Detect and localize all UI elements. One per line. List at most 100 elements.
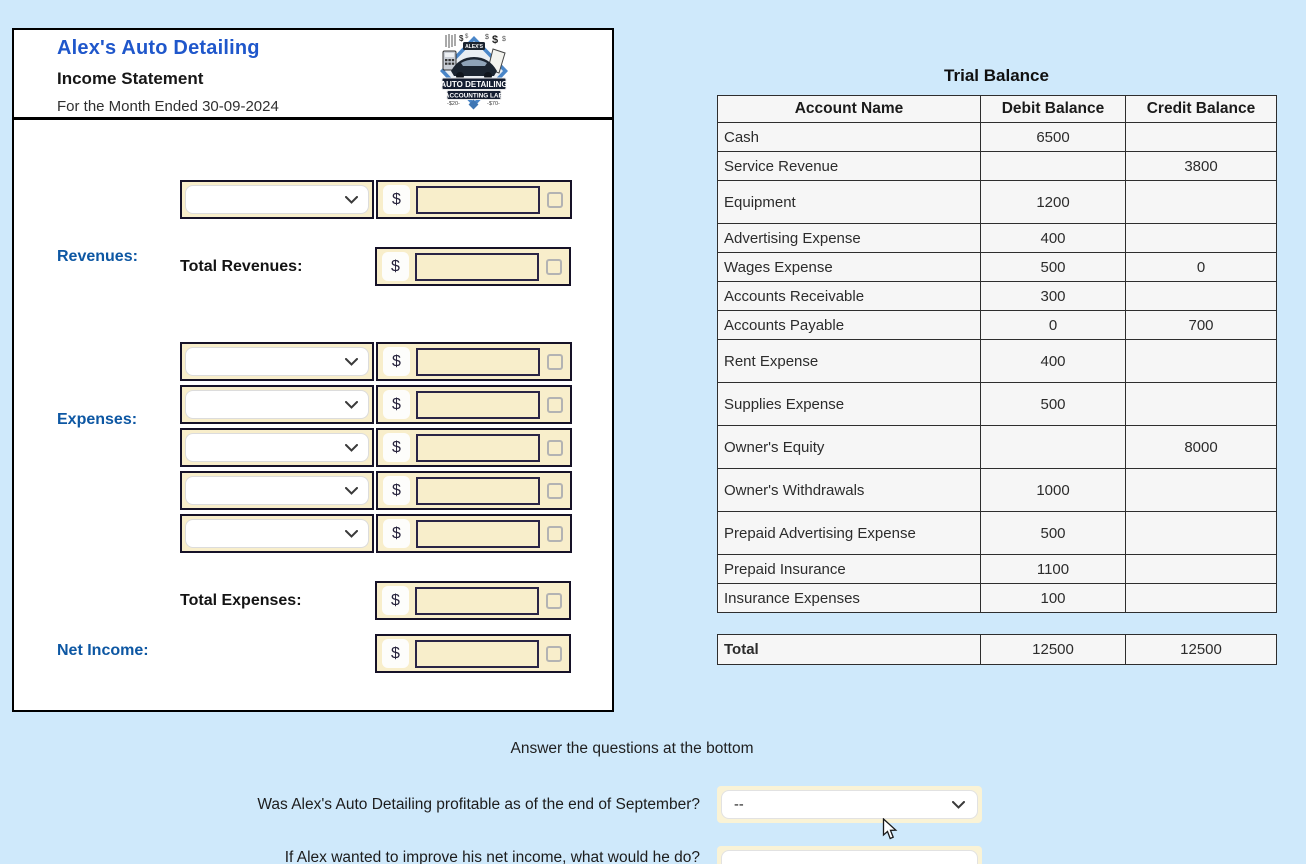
table-row: Service Revenue 3800 — [717, 151, 1277, 181]
income-statement-header: Alex's Auto Detailing Income Statement F… — [14, 30, 612, 120]
total-expenses-check-checkbox[interactable] — [546, 592, 562, 609]
trial-balance-total-table: Total 12500 12500 — [717, 634, 1277, 665]
chevron-down-icon — [345, 529, 358, 538]
net-income-label: Net Income: — [57, 642, 149, 659]
dollar-sign-label: $ — [383, 390, 410, 419]
expense-entry-row: $ — [180, 428, 572, 467]
expense-amount-input[interactable] — [416, 390, 540, 419]
expense-amount-input[interactable] — [416, 476, 540, 505]
total-expenses-row: $ — [375, 581, 571, 620]
trial-balance-title: Trial Balance — [944, 66, 1049, 85]
account-cell: Equipment — [717, 180, 981, 224]
logo-top-label: ALEX'S — [465, 44, 484, 50]
logo-banner-1: AUTO DETAILING — [440, 80, 507, 89]
expense-entry-row: $ — [180, 471, 572, 510]
total-expenses-label: Total Expenses: — [180, 592, 302, 609]
table-row: Insurance Expenses 100 — [717, 583, 1277, 613]
net-income-check-checkbox[interactable] — [546, 645, 562, 662]
total-revenues-label: Total Revenues: — [180, 258, 303, 275]
credit-cell — [1125, 180, 1277, 224]
table-row: Advertising Expense 400 — [717, 223, 1277, 253]
chevron-down-icon — [952, 800, 965, 809]
credit-cell — [1125, 281, 1277, 311]
trial-balance-body: Cash 6500 Service Revenue 3800 Equipment 1200… — [717, 122, 1277, 613]
account-cell: Accounts Receivable — [717, 281, 981, 311]
question-1-label: Was Alex's Auto Detailing profitable as … — [257, 796, 700, 813]
account-cell: Prepaid Advertising Expense — [717, 511, 981, 555]
chevron-down-icon — [345, 195, 358, 204]
expense-account-select[interactable] — [185, 390, 369, 419]
total-expenses-input[interactable] — [415, 586, 539, 615]
expense-entry-row: $ — [180, 514, 572, 553]
logo-banner-2: ACCOUNTING LAB — [445, 93, 504, 100]
revenue-amount-input[interactable] — [416, 185, 540, 214]
auto-detailing-logo-icon: $ $ $ $ $ ALEX'S — [440, 34, 508, 110]
expense-amount-box: $ — [376, 385, 572, 424]
table-row: Prepaid Advertising Expense 500 — [717, 511, 1277, 555]
table-row: Prepaid Insurance 1100 — [717, 554, 1277, 584]
trial-balance-table: Account Name Debit Balance Credit Balanc… — [717, 95, 1277, 613]
expense-check-checkbox[interactable] — [547, 396, 563, 413]
table-row: Owner's Withdrawals 1000 — [717, 468, 1277, 512]
debit-cell: 300 — [980, 281, 1126, 311]
expense-account-select[interactable] — [185, 519, 369, 548]
debit-cell: 500 — [980, 252, 1126, 282]
total-revenues-check-checkbox[interactable] — [546, 258, 562, 275]
question-1-select[interactable]: -- — [721, 790, 978, 819]
expense-check-checkbox[interactable] — [547, 482, 563, 499]
expense-account-select[interactable] — [185, 433, 369, 462]
expense-account-select[interactable] — [185, 476, 369, 505]
expense-check-checkbox[interactable] — [547, 439, 563, 456]
revenue-select-box — [180, 180, 374, 219]
net-income-input[interactable] — [415, 639, 539, 668]
expense-entry-row: $ — [180, 385, 572, 424]
expense-amount-box: $ — [376, 514, 572, 553]
expense-check-checkbox[interactable] — [547, 525, 563, 542]
credit-cell — [1125, 339, 1277, 383]
dollar-sign-label: $ — [382, 586, 409, 615]
svg-text:$: $ — [485, 34, 489, 41]
expense-check-checkbox[interactable] — [547, 353, 563, 370]
debit-cell: 500 — [980, 382, 1126, 426]
credit-cell — [1125, 583, 1277, 613]
header-credit-balance: Credit Balance — [1125, 95, 1277, 123]
net-income-amount-box: $ — [375, 634, 571, 673]
credit-cell — [1125, 382, 1277, 426]
total-revenues-input[interactable] — [415, 252, 539, 281]
expense-amount-input[interactable] — [416, 519, 540, 548]
expense-select-box — [180, 428, 374, 467]
account-cell: Owner's Equity — [717, 425, 981, 469]
company-logo: $ $ $ $ $ ALEX'S — [437, 31, 511, 111]
expense-amount-box: $ — [376, 471, 572, 510]
expense-account-select[interactable] — [185, 347, 369, 376]
logo-right-mark: -$70- — [487, 101, 500, 107]
dollar-sign-label: $ — [382, 252, 409, 281]
debit-cell: 1000 — [980, 468, 1126, 512]
total-expenses-amount-box: $ — [375, 581, 571, 620]
credit-cell — [1125, 554, 1277, 584]
revenue-check-checkbox[interactable] — [547, 191, 563, 208]
account-cell: Wages Expense — [717, 252, 981, 282]
credit-cell — [1125, 511, 1277, 555]
question-2-input[interactable] — [721, 850, 978, 864]
total-revenues-row: $ — [375, 247, 571, 286]
expense-amount-input[interactable] — [416, 433, 540, 462]
svg-text:$: $ — [459, 34, 464, 43]
revenue-account-select[interactable] — [185, 185, 369, 214]
dollar-sign-label: $ — [383, 433, 410, 462]
revenue-entry-row: $ — [180, 180, 572, 219]
credit-cell — [1125, 223, 1277, 253]
expense-select-box — [180, 514, 374, 553]
credit-cell — [1125, 468, 1277, 512]
trial-balance-section: Trial Balance Account Name Debit Balance… — [717, 66, 1277, 665]
debit-cell: 400 — [980, 339, 1126, 383]
account-cell: Cash — [717, 122, 981, 152]
debit-cell: 400 — [980, 223, 1126, 253]
table-row: Accounts Receivable 300 — [717, 281, 1277, 311]
expense-amount-input[interactable] — [416, 347, 540, 376]
revenues-section-label: Revenues: — [57, 248, 138, 265]
credit-cell: 700 — [1125, 310, 1277, 340]
dollar-sign-label: $ — [383, 476, 410, 505]
table-header-row: Account Name Debit Balance Credit Balanc… — [717, 95, 1277, 123]
